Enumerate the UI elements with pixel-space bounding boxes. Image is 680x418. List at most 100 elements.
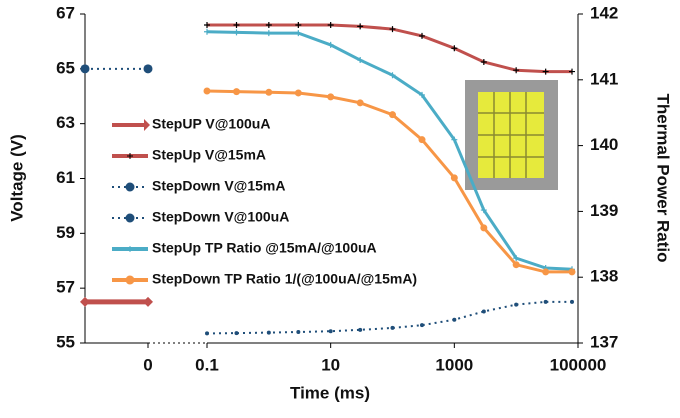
marker <box>419 32 426 39</box>
marker <box>513 67 520 74</box>
y2-axis-label: Thermal Power Ratio <box>654 93 673 262</box>
x-tick-label: 0 <box>143 355 152 374</box>
series <box>80 64 153 74</box>
marker <box>481 309 486 314</box>
legend-label: StepUP V@100uA <box>152 116 270 132</box>
marker <box>294 89 302 97</box>
legend-item: StepUP V@100uA <box>112 116 270 132</box>
series <box>203 87 576 276</box>
marker <box>233 29 240 36</box>
legend-label: StepDown V@100uA <box>152 209 289 225</box>
x-tick-label: 10 <box>321 355 340 374</box>
marker <box>205 331 209 336</box>
marker <box>542 68 549 75</box>
marker <box>543 299 548 304</box>
marker <box>419 91 426 98</box>
y2-tick-label: 142 <box>590 3 618 22</box>
marker <box>357 57 364 64</box>
marker <box>204 21 210 28</box>
marker <box>80 296 90 307</box>
y2-tick-label: 141 <box>590 69 618 88</box>
legend-label: StepUp TP Ratio @15mA/@100uA <box>152 240 377 256</box>
legend-label: StepDown TP Ratio 1/(@100uA/@15mA) <box>152 271 417 287</box>
y-tick-label: 67 <box>56 3 75 22</box>
series <box>80 296 153 307</box>
legend-marker <box>125 182 135 192</box>
legend-item: StepDown V@100uA <box>112 209 289 225</box>
marker <box>234 331 239 336</box>
marker <box>389 26 396 33</box>
marker <box>327 41 334 48</box>
marker <box>80 64 90 74</box>
legend-marker <box>127 153 133 159</box>
x-tick-label: 100000 <box>550 355 607 374</box>
marker <box>512 261 520 269</box>
marker <box>451 136 458 143</box>
marker <box>568 268 576 276</box>
marker <box>233 88 241 96</box>
inset-photo <box>465 80 558 190</box>
y-axis-label: Voltage (V) <box>7 134 26 222</box>
marker <box>295 21 302 28</box>
y-tick-label: 57 <box>56 278 75 297</box>
x-axis-label: Time (ms) <box>290 383 370 402</box>
marker <box>265 21 272 28</box>
marker <box>450 174 458 182</box>
y2-tick-label: 139 <box>590 201 618 220</box>
legend-item: StepUp TP Ratio @15mA/@100uA <box>112 240 377 256</box>
marker <box>203 87 211 95</box>
marker <box>143 64 153 74</box>
marker <box>233 21 240 28</box>
series-line <box>206 300 573 335</box>
marker <box>480 58 487 65</box>
marker <box>265 30 272 37</box>
marker <box>480 207 487 214</box>
photo-grid <box>478 92 544 178</box>
marker <box>327 93 335 101</box>
y-tick-label: 65 <box>56 58 75 77</box>
series <box>204 21 576 75</box>
y-tick-label: 63 <box>56 113 75 132</box>
marker <box>452 317 457 322</box>
marker <box>570 299 575 304</box>
legend-marker <box>125 213 135 223</box>
marker <box>451 45 458 52</box>
legend-item: StepDown V@15mA <box>112 178 285 194</box>
marker <box>296 330 301 335</box>
y-tick-label: 59 <box>56 223 75 242</box>
y-tick-label: 55 <box>56 332 75 351</box>
y2-tick-label: 138 <box>590 267 618 286</box>
marker <box>143 296 153 307</box>
marker <box>295 30 302 37</box>
marker <box>266 330 271 335</box>
marker <box>513 255 520 262</box>
series <box>204 28 576 273</box>
legend-label: StepDown V@15mA <box>152 178 285 194</box>
marker <box>357 23 364 30</box>
marker <box>514 302 519 307</box>
legend-marker <box>144 119 150 131</box>
marker <box>328 329 333 334</box>
legend-marker <box>125 275 135 285</box>
marker <box>356 99 364 107</box>
y2-tick-label: 140 <box>590 135 618 154</box>
marker <box>358 327 363 332</box>
legend-label: StepUp V@15mA <box>152 147 266 163</box>
marker <box>390 325 395 330</box>
y2-tick-label: 137 <box>590 332 618 351</box>
marker <box>265 88 273 96</box>
marker <box>327 21 334 28</box>
marker <box>569 68 576 75</box>
legend-marker <box>127 246 133 252</box>
marker <box>480 224 488 232</box>
marker <box>420 323 425 328</box>
series <box>205 299 575 336</box>
marker <box>418 136 426 144</box>
y-tick-label: 61 <box>56 168 75 187</box>
marker <box>389 111 396 119</box>
marker <box>542 268 550 276</box>
marker <box>204 28 210 35</box>
x-tick-label: 1000 <box>435 355 473 374</box>
legend-item: StepUp V@15mA <box>112 147 266 163</box>
